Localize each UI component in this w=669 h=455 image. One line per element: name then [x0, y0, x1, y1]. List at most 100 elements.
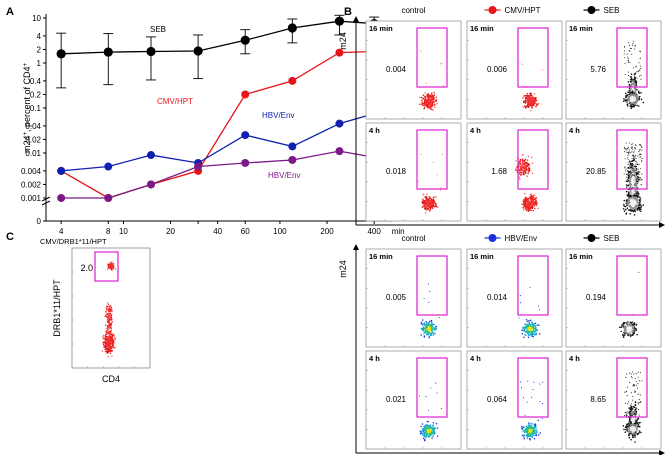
event-dot — [635, 96, 637, 98]
event-dot — [109, 333, 111, 336]
event-dot — [112, 344, 114, 346]
event-dot — [430, 97, 432, 99]
data-point — [147, 180, 156, 189]
event-dot — [631, 102, 634, 105]
event-dot — [434, 332, 436, 335]
event-dot — [524, 102, 527, 104]
gate-value: 0.014 — [487, 293, 508, 302]
event-dot — [431, 201, 433, 203]
event-dot — [423, 426, 425, 428]
event-dot — [632, 334, 634, 336]
event-dot — [637, 403, 640, 405]
event-dot — [538, 324, 540, 326]
event-dot — [539, 383, 541, 385]
event-dot — [632, 410, 635, 413]
event-dot — [633, 95, 635, 97]
event-dot — [110, 309, 112, 311]
event-dot — [518, 173, 520, 175]
event-dot — [537, 102, 540, 105]
event-dot — [629, 321, 632, 324]
event-dot — [104, 350, 107, 353]
event-dot — [630, 107, 632, 109]
event-dot — [632, 406, 634, 408]
event-dot — [541, 69, 544, 71]
event-dot — [620, 330, 622, 333]
event-dot — [623, 322, 625, 325]
x-tick-label: 60 — [241, 227, 250, 236]
event-dot — [429, 95, 432, 98]
event-dot — [434, 325, 437, 328]
event-dot — [635, 190, 638, 193]
event-dot — [631, 97, 634, 99]
x-axis-label: CD4 — [102, 374, 120, 384]
event-dot — [637, 425, 640, 428]
event-dot — [527, 172, 529, 175]
event-dot — [636, 192, 638, 194]
event-dot — [633, 199, 635, 202]
event-dot — [625, 148, 627, 150]
event-dot — [635, 157, 637, 160]
event-dot — [625, 329, 627, 331]
event-dot — [107, 327, 109, 329]
event-dot — [531, 423, 534, 425]
event-dot — [111, 322, 113, 324]
event-dot — [622, 336, 625, 338]
event-dot — [106, 339, 108, 342]
event-dot — [627, 59, 629, 61]
event-dot — [528, 319, 530, 322]
event-dot — [624, 74, 626, 76]
event-dot — [633, 154, 635, 156]
event-dot — [631, 200, 634, 202]
y-axis-label: m24 — [338, 260, 348, 278]
event-dot — [630, 48, 632, 50]
event-dot — [533, 196, 535, 199]
event-dot — [623, 199, 626, 202]
event-dot — [109, 343, 112, 345]
event-dot — [419, 432, 422, 435]
event-dot — [430, 105, 432, 107]
series-line — [61, 112, 375, 172]
event-dot — [634, 167, 636, 169]
event-dot — [631, 193, 634, 195]
event-dot — [623, 53, 625, 55]
event-dot — [526, 401, 528, 403]
event-dot — [109, 262, 111, 264]
event-dot — [639, 50, 641, 52]
data-point — [147, 151, 156, 160]
y-axis-label-part: , percent of CD4 — [22, 66, 32, 132]
event-dot — [107, 336, 110, 339]
event-dot — [631, 325, 633, 328]
event-dot — [637, 402, 639, 404]
event-dot — [428, 336, 430, 339]
event-dot — [433, 323, 435, 326]
y-axis-label: DRB1*11/HPT — [52, 279, 62, 337]
y-axis-label: m24 — [338, 32, 348, 50]
event-dot — [628, 202, 630, 205]
event-dot — [423, 332, 425, 334]
event-dot — [427, 103, 430, 105]
event-dot — [521, 159, 523, 161]
plot-frame — [565, 20, 662, 120]
event-dot — [530, 200, 532, 202]
event-dot — [109, 323, 111, 325]
event-dot — [425, 201, 427, 203]
event-dot — [429, 94, 432, 96]
event-dot — [630, 91, 632, 94]
event-dot — [627, 425, 629, 428]
event-dot — [624, 391, 626, 393]
event-dot — [628, 96, 630, 99]
event-dot — [627, 58, 629, 60]
event-dot — [628, 428, 630, 431]
event-dot — [630, 160, 632, 163]
event-dot — [109, 330, 112, 333]
event-dot — [425, 199, 428, 201]
event-dot — [634, 78, 637, 80]
event-dot — [434, 205, 436, 208]
gate-value: 0.006 — [487, 65, 508, 74]
event-dot — [629, 428, 632, 430]
axis-break-mark — [41, 196, 51, 202]
event-dot — [633, 430, 636, 432]
event-dot — [629, 186, 631, 188]
event-dot — [629, 409, 631, 411]
event-dot — [424, 208, 427, 211]
